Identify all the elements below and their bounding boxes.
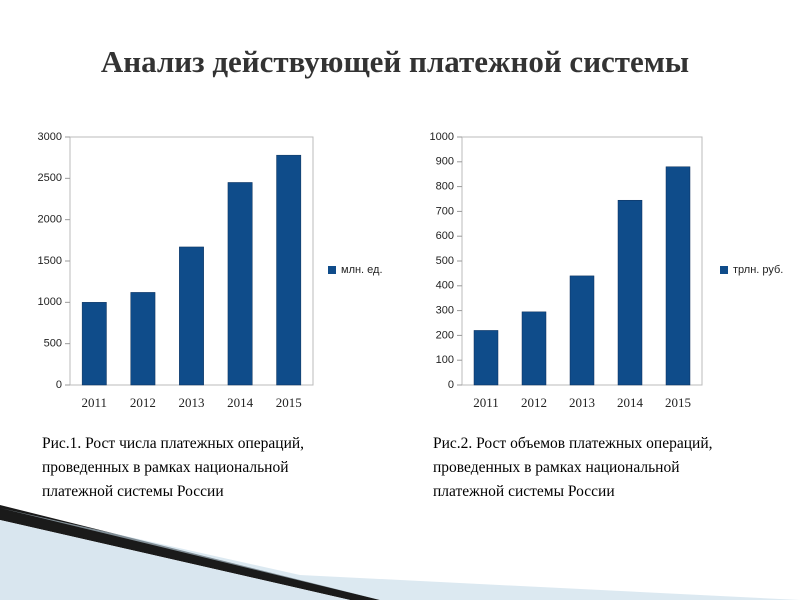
legend-label: трлн. руб. (733, 264, 783, 276)
bar (617, 199, 643, 386)
y-tick-label: 500 (44, 338, 62, 350)
bar (665, 166, 691, 386)
slide-title: Анализ действующей платежной системы (101, 44, 689, 79)
y-tick-label: 400 (436, 280, 454, 292)
legend-label: млн. ед. (341, 264, 383, 276)
y-tick-label: 200 (436, 329, 454, 341)
x-tick-label: 2012 (130, 395, 156, 410)
y-tick-label: 3000 (38, 131, 62, 143)
x-tick-label: 2013 (569, 395, 595, 410)
y-tick-label: 0 (448, 379, 454, 391)
y-tick-label: 1500 (38, 255, 62, 267)
y-tick-label: 300 (436, 305, 454, 317)
x-tick-label: 2015 (276, 395, 302, 410)
x-tick-label: 2015 (665, 395, 691, 410)
bar (473, 330, 499, 386)
y-tick-label: 700 (436, 205, 454, 217)
x-tick-label: 2013 (179, 395, 205, 410)
x-tick-label: 2012 (521, 395, 547, 410)
bar (130, 292, 156, 386)
x-tick-label: 2014 (617, 395, 644, 410)
y-tick-label: 500 (436, 255, 454, 267)
y-tick-label: 800 (436, 181, 454, 193)
y-tick-label: 100 (436, 354, 454, 366)
y-tick-label: 1000 (38, 296, 62, 308)
bar (179, 246, 204, 386)
y-tick-label: 2500 (38, 172, 62, 184)
bar (81, 302, 107, 386)
bar (276, 154, 302, 386)
x-tick-label: 2011 (473, 395, 499, 410)
bar (227, 182, 253, 386)
decor-stripe (0, 508, 800, 600)
caption: Рис.1. Рост числа платежных операций, пр… (42, 435, 305, 500)
x-tick-label: 2014 (227, 395, 254, 410)
y-tick-label: 2000 (38, 214, 62, 226)
y-tick-label: 0 (56, 379, 62, 391)
bar (521, 311, 547, 386)
decor-stripe (0, 520, 350, 600)
y-tick-label: 600 (436, 230, 454, 242)
x-tick-label: 2011 (82, 395, 108, 410)
bar (569, 275, 595, 386)
legend-swatch (328, 266, 336, 274)
legend-swatch (720, 266, 728, 274)
y-tick-label: 1000 (430, 131, 454, 143)
caption: Рис.2. Рост объемов платежных операций, … (433, 435, 713, 500)
y-tick-label: 900 (436, 156, 454, 168)
